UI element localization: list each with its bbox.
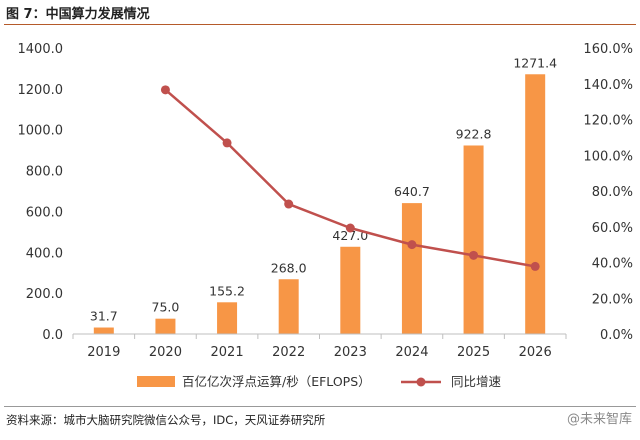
footer-rule — [4, 406, 636, 407]
y2-tick-label: 120.0% — [583, 114, 633, 129]
y-tick-label: 1200.0 — [18, 83, 64, 98]
legend-bar-label: 百亿亿次浮点运算/秒（EFLOPS） — [182, 374, 371, 389]
legend-bar-swatch — [137, 376, 175, 387]
bar-value-label: 922.8 — [456, 126, 492, 141]
title-rule — [4, 24, 636, 25]
y-tick-label: 1400.0 — [18, 42, 64, 57]
bar-value-label: 640.7 — [394, 184, 430, 199]
x-tick-label: 2021 — [211, 345, 244, 360]
bar — [525, 74, 546, 334]
source-note: 资料来源：城市大脑研究院微信公众号，IDC，天风证券研究所 — [6, 413, 326, 427]
y-tick-label: 0.0 — [42, 328, 63, 343]
y2-tick-label: 0.0% — [600, 328, 633, 343]
growth-point — [407, 240, 417, 250]
y2-tick-label: 160.0% — [583, 42, 633, 57]
bar — [463, 145, 484, 334]
legend-line-marker — [416, 377, 426, 387]
x-tick-label: 2019 — [87, 345, 120, 360]
y2-tick-label: 80.0% — [592, 185, 633, 200]
legend-line-label: 同比增速 — [451, 374, 502, 389]
x-tick-label: 2023 — [334, 345, 367, 360]
bar — [278, 279, 299, 334]
y-tick-label: 1000.0 — [18, 124, 64, 139]
figure-title: 图 7：中国算力发展情况 — [6, 7, 150, 22]
bar-value-label: 1271.4 — [513, 55, 557, 70]
x-tick-label: 2024 — [395, 345, 428, 360]
y2-tick-label: 140.0% — [583, 78, 633, 93]
y2-tick-label: 20.0% — [592, 292, 633, 307]
growth-point — [530, 261, 540, 271]
x-tick-label: 2020 — [149, 345, 182, 360]
growth-point — [345, 223, 355, 233]
growth-point — [160, 85, 170, 95]
bar — [155, 318, 176, 334]
y2-tick-label: 100.0% — [583, 149, 633, 164]
bar-value-label: 75.0 — [152, 300, 180, 315]
bar-value-label: 31.7 — [90, 309, 118, 324]
y2-tick-label: 40.0% — [592, 257, 633, 272]
growth-point — [284, 199, 294, 209]
growth-point — [469, 250, 479, 260]
y-tick-label: 800.0 — [26, 165, 63, 180]
y2-tick-label: 60.0% — [592, 221, 633, 236]
x-tick-label: 2022 — [272, 345, 305, 360]
bar-value-label: 268.0 — [271, 260, 307, 275]
bar — [217, 302, 238, 334]
x-tick-label: 2026 — [519, 345, 552, 360]
bar-value-label: 155.2 — [209, 283, 245, 298]
watermark: @未来智库 — [566, 412, 632, 427]
growth-point — [222, 138, 232, 148]
bar — [340, 246, 361, 334]
x-tick-label: 2025 — [457, 345, 490, 360]
y-tick-label: 200.0 — [26, 287, 63, 302]
y-tick-label: 600.0 — [26, 205, 63, 220]
bar — [93, 327, 114, 334]
y-tick-label: 400.0 — [26, 246, 63, 261]
bar — [401, 203, 422, 334]
